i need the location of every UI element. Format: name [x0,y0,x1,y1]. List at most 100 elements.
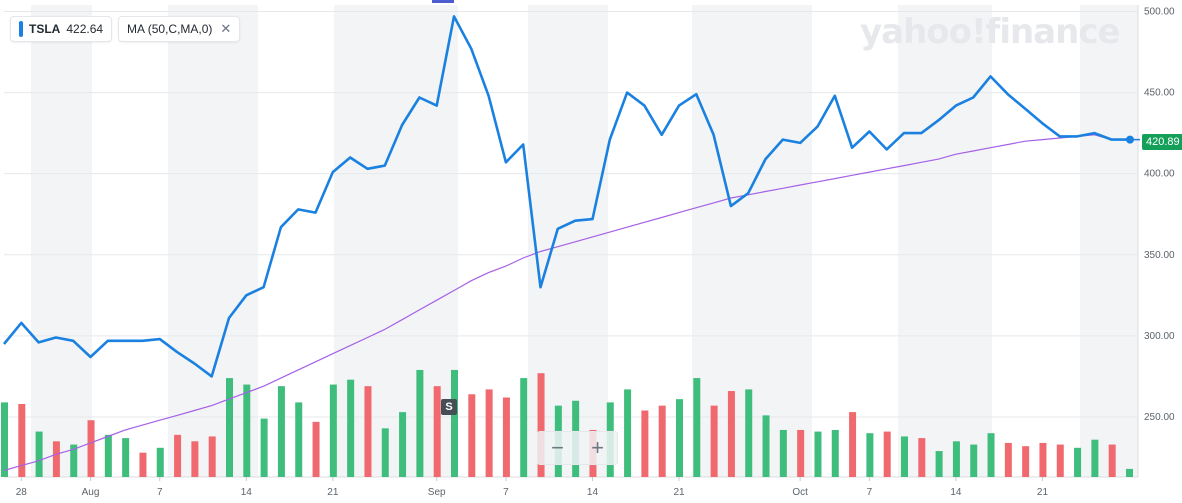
x-tick-label: Oct [792,487,808,498]
y-tick-label: 350.00 [1144,250,1175,261]
volume-bar [35,431,43,477]
volume-bar [502,397,510,477]
volume-bar [1004,442,1012,477]
x-tick-label: Aug [82,487,100,498]
volume-bar [329,384,337,477]
volume-bar [987,433,995,477]
volume-bar [208,436,216,477]
series-color-swatch [19,21,23,37]
volume-bar [1056,444,1064,477]
volume-bar [243,384,251,477]
x-tick-label: 7 [503,487,509,498]
volume-bar [451,369,458,477]
volume-bar [1126,468,1133,477]
legend-ma[interactable]: MA (50,C,MA,0) ✕ [118,16,241,42]
legend-tsla[interactable]: TSLA 422.64 [10,16,113,42]
volume-bar [831,429,839,477]
volume-bar [347,379,355,477]
volume-bar [1091,439,1099,477]
volume-bar [762,415,770,477]
price-line [2,15,1129,378]
volume-bar [277,386,285,477]
x-tick-label: 21 [327,487,339,498]
volume-bar [520,378,528,477]
zoom-controls: − + [537,431,618,465]
volume-bar [727,391,735,477]
volume-bar [399,412,407,477]
legend: TSLA 422.64 MA (50,C,MA,0) ✕ [10,16,241,42]
y-tick-label: 300.00 [1144,331,1175,342]
volume-bar [433,386,441,477]
volume-bar [537,373,545,477]
volume-bar [381,428,389,477]
volume-bar [485,389,493,477]
volume-bar [935,451,943,477]
volume-bar [779,429,787,477]
volume-bar [1022,446,1030,477]
volume-bar [70,444,78,477]
week-band [1080,5,1138,477]
x-tick-label: 14 [950,487,962,498]
volume-bar [676,399,683,477]
volume-bar [1039,442,1047,477]
legend-price: 422.64 [66,22,104,36]
volume-bar [745,389,753,477]
volume-bar [901,436,908,477]
volume-bar [970,444,978,477]
volume-bar [468,394,476,477]
volume-bar [918,438,926,477]
volume-bar [312,421,320,477]
volume-bar [797,429,805,477]
volume-bar [122,438,130,477]
volume-bar [18,404,26,477]
y-tick-label: 400.00 [1144,169,1175,180]
x-tick-label: 21 [1037,487,1049,498]
last-price-tag: 420.89 [1142,134,1182,150]
x-tick-label: 28 [16,487,28,498]
yahoo-finance-logo: yahoo!finance [860,12,1121,52]
volume-bar [87,420,95,477]
volume-bar [1,402,8,477]
volume-bar [226,378,233,477]
y-tick-label: 450.00 [1144,88,1175,99]
volume-bar [658,405,666,477]
week-band [31,5,92,477]
legend-indicator: MA (50,C,MA,0) [127,22,213,36]
volume-bar [260,418,268,477]
volume-bar [1108,444,1116,477]
legend-symbol: TSLA [29,22,61,36]
volume-bar [693,378,701,477]
close-icon[interactable]: ✕ [220,21,232,36]
volume-bar [191,441,199,477]
volume-bar [814,431,822,477]
last-price-dot [1126,135,1134,144]
volume-bar [364,386,372,477]
volume-bar [952,441,960,477]
x-tick-label: 7 [157,487,163,498]
x-tick-label: 21 [673,487,685,498]
x-tick-label: 14 [587,487,599,498]
week-band [898,5,992,477]
volume-bar [624,389,632,477]
y-tick-label: 250.00 [1144,412,1175,423]
ma-line [3,134,1129,472]
volume-bar [174,434,182,477]
volume-bar [641,410,649,477]
volume-bar [849,412,857,477]
y-tick-label: 500.00 [1144,6,1175,17]
week-band [168,5,258,477]
volume-bar [139,452,147,477]
x-tick-label: Sep [428,487,446,498]
volume-bar [104,434,112,477]
volume-bar [883,431,891,477]
zoom-out-button[interactable]: − [551,435,564,460]
top-range-marker [432,0,454,3]
split-marker[interactable]: S [441,399,457,415]
zoom-in-button[interactable]: + [577,432,617,464]
volume-bar [295,402,303,477]
x-tick-label: 7 [867,487,873,498]
volume-bar [710,405,718,477]
volume-bar [866,433,874,477]
